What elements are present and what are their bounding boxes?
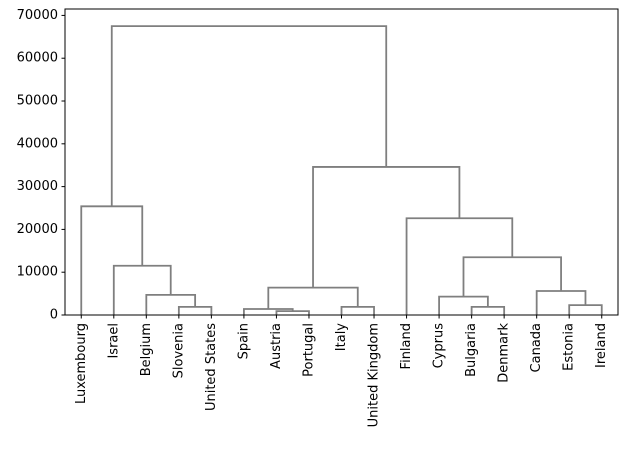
dendrogram-link xyxy=(405,217,514,315)
x-tick-label: Finland xyxy=(399,323,414,369)
dendrogram-link xyxy=(145,293,197,315)
x-tick-label: Italy xyxy=(334,323,349,352)
dendrogram-link xyxy=(275,310,310,315)
x-tick-label: Denmark xyxy=(497,323,512,383)
x-tick-label: Bulgaria xyxy=(464,323,479,377)
x-tick-label: Belgium xyxy=(139,323,154,376)
dendrogram-link xyxy=(470,305,506,315)
y-tick-label: 40000 xyxy=(17,136,58,151)
x-axis: Luxembourg Israel Belgium Slovenia United St… xyxy=(74,315,609,427)
axes-frame xyxy=(64,8,619,316)
x-tick-label: United Kingdom xyxy=(367,323,382,427)
dendrogram-link xyxy=(112,264,172,315)
dendrogram-link xyxy=(340,305,375,315)
x-tick-label: Luxembourg xyxy=(74,323,89,404)
x-tick-label: Estonia xyxy=(562,323,577,371)
x-tick-label: Canada xyxy=(529,323,544,372)
x-tick-label: Portugal xyxy=(301,323,316,377)
x-tick-label: Cyprus xyxy=(432,323,447,369)
y-tick-label: 50000 xyxy=(17,94,58,109)
y-tick-label: 30000 xyxy=(17,179,58,194)
y-tick-label: 70000 xyxy=(17,8,58,23)
dendrogram-link xyxy=(80,205,144,315)
dendrogram-link xyxy=(438,295,489,315)
y-tick-label: 0 xyxy=(50,308,58,323)
dendrogram-link xyxy=(312,166,461,288)
x-tick-label: United States xyxy=(204,323,219,411)
dendrogram-link xyxy=(267,286,359,310)
x-tick-label: Austria xyxy=(269,323,284,369)
x-tick-label: Israel xyxy=(106,323,121,359)
y-tick-label: 10000 xyxy=(17,265,58,280)
y-tick-label: 20000 xyxy=(17,222,58,237)
dendrogram-link xyxy=(177,305,213,315)
plot-border xyxy=(64,8,619,316)
y-axis: 0 10000 20000 30000 40000 50000 60000 70000 xyxy=(17,8,65,323)
y-tick-label: 60000 xyxy=(17,51,58,66)
dendrogram-link xyxy=(568,304,603,315)
x-tick-label: Slovenia xyxy=(171,323,186,378)
dendrogram-link xyxy=(535,290,587,315)
x-tick-label: Spain xyxy=(236,323,251,359)
dendrogram-link xyxy=(110,25,388,207)
links-group xyxy=(80,25,603,315)
x-tick-label: Ireland xyxy=(594,323,609,368)
